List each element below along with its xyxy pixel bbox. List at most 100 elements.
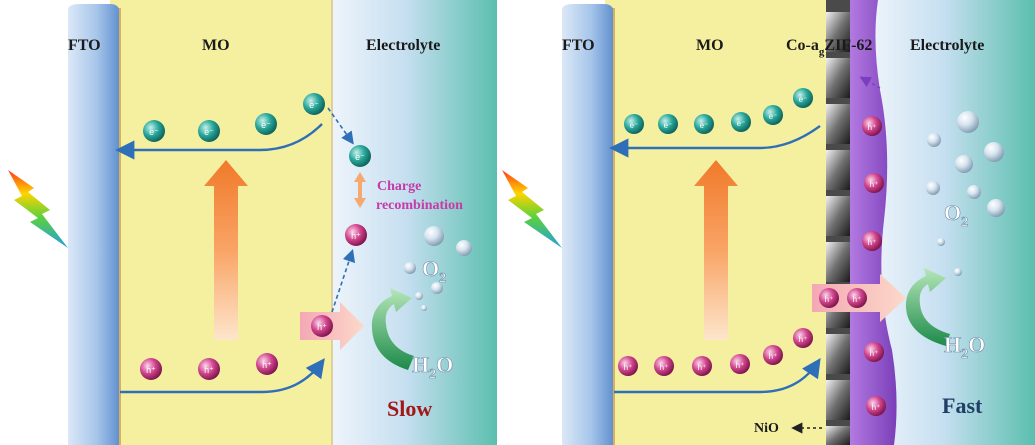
left-water-oxidation-arrow xyxy=(371,288,414,370)
svg-text:h⁺: h⁺ xyxy=(351,231,361,241)
svg-text:e⁻: e⁻ xyxy=(204,127,214,137)
svg-text:h⁺: h⁺ xyxy=(769,352,778,361)
svg-text:e⁻: e⁻ xyxy=(261,120,271,130)
electron: e⁻ xyxy=(694,114,714,134)
svg-text:h⁺: h⁺ xyxy=(870,180,879,189)
left-light-bolt-icon xyxy=(8,170,68,248)
left-electrolyte-layer xyxy=(332,0,497,445)
svg-text:h⁺: h⁺ xyxy=(736,361,745,370)
electron: e⁻ xyxy=(198,120,220,142)
hole: h⁺ xyxy=(198,358,220,380)
electron: e⁻ xyxy=(731,112,751,132)
hole: h⁺ xyxy=(866,396,886,416)
right-speed-label: Fast xyxy=(942,393,983,418)
right-nio-label: NiO xyxy=(754,421,779,436)
svg-text:h⁺: h⁺ xyxy=(872,403,881,412)
right-electrolyte-label: Electrolyte xyxy=(910,37,984,54)
bubble xyxy=(955,155,973,173)
right-electron-transport-arrow xyxy=(609,125,821,158)
svg-text:h⁺: h⁺ xyxy=(317,322,327,332)
right-mo-label: MO xyxy=(696,37,724,54)
bubble xyxy=(421,305,427,311)
electron: e⁻ xyxy=(349,145,371,167)
bubble xyxy=(967,185,981,199)
right-panel: FTO MO Co-agZIF-62 Electrolyte e⁻ e⁻ e⁻ … xyxy=(502,0,1035,445)
hole: h⁺ xyxy=(862,116,882,136)
right-holes: h⁺ h⁺ h⁺ h⁺ h⁺ h⁺ xyxy=(618,328,813,376)
hole: h⁺ xyxy=(763,345,783,365)
left-hole-transport-arrow xyxy=(120,358,325,394)
hole: h⁺ xyxy=(864,173,884,193)
left-electrolyte-label: Electrolyte xyxy=(366,37,440,54)
right-fto-label: FTO xyxy=(562,37,595,54)
bubble xyxy=(404,262,416,274)
svg-text:e⁻: e⁻ xyxy=(737,119,746,128)
hole: h⁺ xyxy=(256,353,278,375)
svg-text:h⁺: h⁺ xyxy=(870,349,879,358)
right-electrons: e⁻ e⁻ e⁻ e⁻ e⁻ e⁻ xyxy=(624,88,813,134)
left-speed-label: Slow xyxy=(387,396,432,421)
svg-text:e⁻: e⁻ xyxy=(355,152,365,162)
svg-text:h⁺: h⁺ xyxy=(624,363,633,372)
svg-text:e⁻: e⁻ xyxy=(149,127,159,137)
electron: e⁻ xyxy=(303,93,325,115)
bubble xyxy=(987,199,1005,217)
electron: e⁻ xyxy=(763,105,783,125)
bubble xyxy=(415,292,423,300)
right-h2o-label: H2O xyxy=(944,332,985,362)
hole: h⁺ xyxy=(862,231,882,251)
hole: h⁺ xyxy=(654,356,674,376)
svg-text:e⁻: e⁻ xyxy=(664,121,673,130)
bubble xyxy=(456,240,472,256)
left-fto-label: FTO xyxy=(68,37,101,54)
hole: h⁺ xyxy=(819,288,839,308)
left-recombination-text: recombination xyxy=(376,198,463,213)
svg-text:h⁺: h⁺ xyxy=(868,238,877,247)
svg-text:e⁻: e⁻ xyxy=(309,100,319,110)
right-electrolyte-layer xyxy=(870,0,1035,445)
left-o2-label: O2 xyxy=(422,256,446,286)
svg-text:h⁺: h⁺ xyxy=(825,295,834,304)
bubble xyxy=(984,142,1004,162)
left-charge-text: Charge xyxy=(377,179,421,194)
svg-text:e⁻: e⁻ xyxy=(769,112,778,121)
right-nio-particles xyxy=(826,12,850,445)
hole: h⁺ xyxy=(730,354,750,374)
right-light-bolt-icon xyxy=(502,170,562,248)
right-o2-label: O2 xyxy=(944,200,968,230)
right-zif-layer xyxy=(846,0,897,445)
right-excitation-arrow xyxy=(694,160,738,340)
right-cocat-label: Co-agZIF-62 xyxy=(786,37,872,58)
svg-text:h⁺: h⁺ xyxy=(799,335,808,344)
bubble xyxy=(926,181,940,195)
bubble xyxy=(927,133,941,147)
electron: e⁻ xyxy=(624,114,644,134)
left-mo-label: MO xyxy=(202,37,230,54)
electron: e⁻ xyxy=(255,113,277,135)
svg-text:h⁺: h⁺ xyxy=(660,363,669,372)
svg-text:h⁺: h⁺ xyxy=(868,123,877,132)
left-recombination-arrow xyxy=(354,172,366,208)
left-fto-layer xyxy=(68,4,120,445)
bubble xyxy=(424,226,444,246)
hole: h⁺ xyxy=(311,315,333,337)
left-panel: FTO MO Electrolyte e⁻ e⁻ e⁻ e⁻ e⁻ Charge… xyxy=(8,0,497,445)
hole: h⁺ xyxy=(618,356,638,376)
hole: h⁺ xyxy=(140,358,162,380)
left-electron-transport-arrow xyxy=(115,123,323,160)
left-electrons: e⁻ e⁻ e⁻ e⁻ e⁻ xyxy=(143,93,371,167)
right-zif-holes: h⁺ h⁺ h⁺ h⁺ h⁺ xyxy=(862,116,886,416)
bubble xyxy=(937,238,945,246)
left-hole-dashed-arrow xyxy=(331,248,356,313)
left-o2-bubbles xyxy=(404,226,472,311)
electron: e⁻ xyxy=(658,114,678,134)
left-h2o-label: H2O xyxy=(412,352,453,382)
right-fto-layer xyxy=(562,4,614,445)
hole: h⁺ xyxy=(692,356,712,376)
svg-text:e⁻: e⁻ xyxy=(700,121,709,130)
bubble xyxy=(954,268,962,276)
right-o2-bubbles xyxy=(926,111,1005,276)
svg-text:h⁺: h⁺ xyxy=(146,365,156,375)
svg-text:e⁻: e⁻ xyxy=(799,95,808,104)
